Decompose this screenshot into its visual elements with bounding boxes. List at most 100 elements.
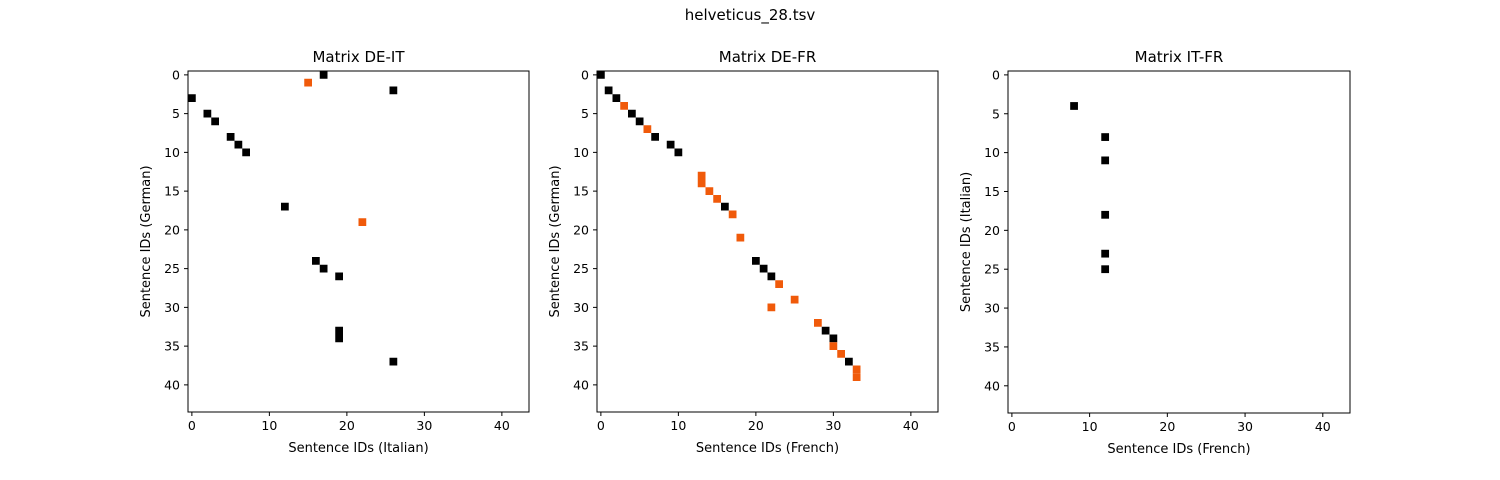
y-tick-label: 0: [172, 67, 180, 82]
axes-frame: [596, 70, 939, 413]
y-axis-label: Sentence IDs (German): [139, 165, 154, 317]
cell-de-fr-31-36: [837, 350, 845, 358]
cell-de-fr-1-2: [604, 86, 613, 95]
x-axis-label: Sentence IDs (French): [696, 441, 839, 456]
cell-de-fr-22-26: [767, 272, 776, 281]
cell-de-it-17-25: [319, 264, 328, 273]
x-tick-label: 0: [1008, 419, 1016, 434]
plot-area: [1008, 71, 1350, 413]
panel-title: Matrix DE-IT: [312, 48, 405, 66]
cell-de-fr-16-17: [721, 202, 729, 211]
cell-de-it-7-10: [242, 148, 250, 157]
plot-area: [188, 71, 529, 412]
cell-it-fr-12-11: [1101, 156, 1110, 165]
cell-it-fr-12-23: [1101, 249, 1110, 258]
cell-de-fr-33-39: [852, 373, 861, 381]
cell-de-fr-13-14: [697, 179, 706, 188]
cell-de-it-19-34: [335, 334, 343, 343]
cell-it-fr-8-4: [1070, 102, 1078, 110]
x-tick-label: 10: [261, 418, 277, 433]
x-tick-label: 0: [188, 418, 196, 433]
y-tick-label: 35: [573, 339, 589, 354]
y-tick-label: 10: [984, 145, 1000, 160]
cell-de-it-15-1: [304, 78, 312, 87]
y-tick-label: 15: [984, 184, 1000, 199]
cell-de-it-5-8: [226, 133, 235, 141]
x-tick-label: 10: [1082, 419, 1098, 434]
plot-area: [597, 71, 938, 412]
cell-de-fr-2-3: [612, 94, 621, 102]
y-tick-label: 5: [581, 106, 589, 121]
y-tick-label: 25: [164, 261, 180, 276]
y-tick-label: 40: [573, 377, 589, 392]
x-axis-label: Sentence IDs (Italian): [288, 441, 428, 456]
cell-it-fr-12-18: [1101, 210, 1110, 219]
y-tick-label: 10: [573, 145, 589, 160]
cell-de-fr-32-37: [845, 357, 853, 366]
y-tick-label: 15: [164, 184, 180, 199]
y-tick-label: 35: [164, 339, 180, 354]
y-tick-label: 35: [984, 339, 1000, 354]
y-tick-label: 5: [172, 106, 180, 121]
cell-de-fr-33-38: [852, 365, 861, 374]
cell-de-it-3-6: [211, 117, 219, 126]
y-tick-label: 30: [573, 300, 589, 315]
cell-de-fr-10-10: [674, 148, 683, 157]
y-tick-label: 15: [573, 184, 589, 199]
x-tick-label: 20: [748, 418, 764, 433]
cell-de-fr-29-33: [821, 326, 830, 335]
cell-de-fr-13-13: [697, 171, 706, 180]
x-axis-label: Sentence IDs (French): [1107, 442, 1250, 457]
y-tick-label: 20: [164, 222, 180, 237]
cell-de-it-17-0: [319, 71, 328, 79]
cell-it-fr-12-25: [1101, 265, 1110, 274]
y-tick-label: 40: [164, 377, 180, 392]
cell-de-fr-3-4: [620, 102, 628, 110]
x-tick-label: 0: [597, 418, 605, 433]
y-tick-label: 10: [164, 145, 180, 160]
cell-de-it-6-9: [234, 140, 243, 149]
x-tick-label: 40: [903, 418, 919, 433]
cell-de-fr-20-24: [752, 257, 760, 265]
y-tick-label: 5: [992, 106, 1000, 121]
y-tick-label: 30: [984, 301, 1000, 316]
cell-de-it-19-26: [335, 272, 343, 281]
cell-de-it-26-2: [389, 86, 398, 95]
y-tick-label: 0: [581, 67, 589, 82]
y-axis-label: Sentence IDs (German): [548, 165, 563, 317]
cell-de-it-22-19: [358, 218, 367, 226]
cell-de-fr-7-8: [651, 133, 659, 141]
x-tick-label: 40: [494, 418, 510, 433]
cell-de-it-16-24: [312, 257, 320, 265]
cell-de-fr-4-5: [628, 109, 636, 118]
y-tick-label: 30: [164, 300, 180, 315]
cell-de-fr-25-29: [790, 295, 799, 304]
cell-de-fr-21-25: [759, 264, 768, 273]
axes-frame: [187, 70, 530, 413]
figure-title: helveticus_28.tsv: [684, 6, 816, 24]
cell-de-fr-30-35: [829, 342, 838, 350]
y-tick-label: 20: [984, 223, 1000, 238]
x-tick-label: 20: [1159, 419, 1175, 434]
cell-de-fr-6-7: [643, 125, 652, 133]
panel-de-fr: 0 10 20 30 40 0 5 10 15 20 25 30 35 40 Matrix DE-FR Sen…: [548, 48, 939, 456]
cell-de-fr-28-32: [814, 319, 822, 327]
cell-de-fr-9-9: [666, 140, 675, 149]
cell-it-fr-12-8: [1101, 133, 1110, 141]
cell-de-fr-17-18: [728, 210, 737, 219]
cell-de-fr-15-16: [713, 195, 721, 203]
x-tick-label: 30: [416, 418, 432, 433]
cell-de-it-2-5: [203, 109, 212, 118]
cell-de-fr-5-6: [635, 117, 644, 126]
y-tick-label: 40: [984, 378, 1000, 393]
y-tick-label: 0: [992, 67, 1000, 82]
x-tick-label: 40: [1315, 419, 1331, 434]
axes-frame: [1007, 70, 1351, 414]
x-tick-label: 30: [825, 418, 841, 433]
panel-title: Matrix IT-FR: [1135, 48, 1224, 66]
x-tick-label: 20: [339, 418, 355, 433]
cell-de-fr-0-0: [597, 71, 605, 79]
cell-de-fr-30-34: [829, 334, 838, 343]
x-tick-label: 10: [670, 418, 686, 433]
y-tick-label: 25: [984, 262, 1000, 277]
